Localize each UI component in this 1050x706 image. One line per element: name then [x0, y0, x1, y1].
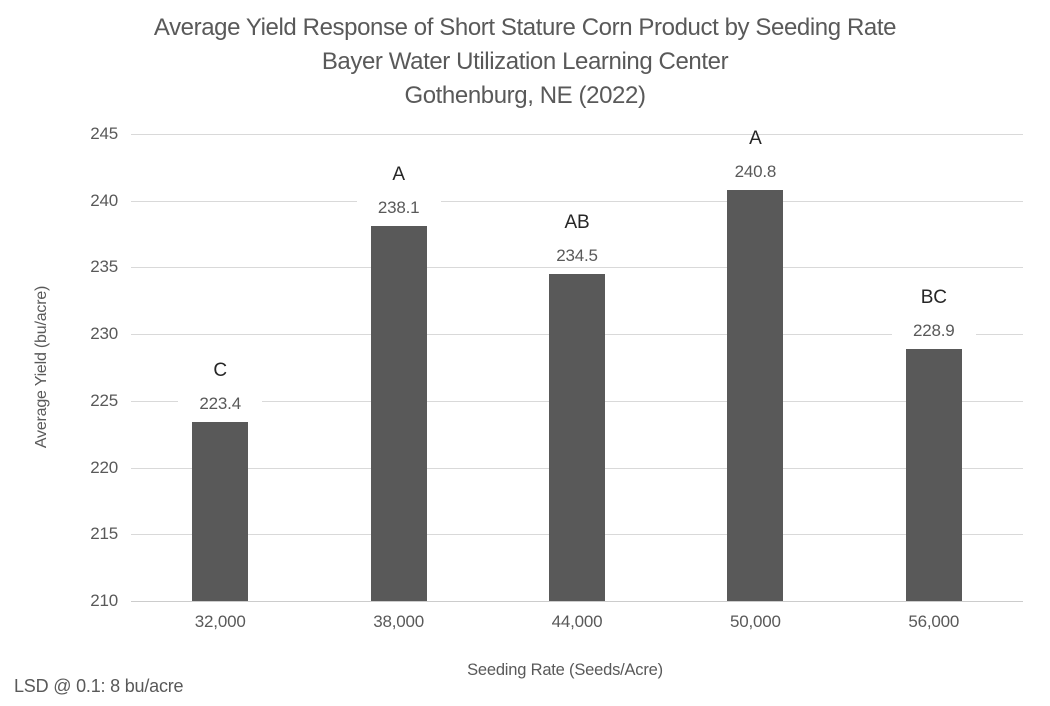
x-axis-title: Seeding Rate (Seeds/Acre): [467, 661, 663, 679]
significance-letter: C: [213, 360, 227, 382]
lsd-footnote: LSD @ 0.1: 8 bu/acre: [14, 676, 184, 696]
significance-letter: A: [749, 128, 762, 150]
bar-44000: [549, 274, 605, 601]
x-axis-line: [131, 601, 1023, 602]
bar-38000: [370, 226, 427, 601]
y-gridline: [131, 267, 1023, 268]
y-tick-label: 230: [90, 324, 118, 343]
x-tick-label: 50,000: [729, 612, 781, 631]
bar-32000: [192, 422, 249, 601]
y-tick-label: 215: [90, 524, 118, 543]
bar-value-label: 223.4: [178, 394, 263, 415]
chart-title: Average Yield Response of Short Stature …: [0, 11, 1050, 113]
y-tick-label: 245: [90, 124, 118, 143]
x-tick-label: 38,000: [373, 612, 424, 631]
bar-value-label: 238.1: [356, 198, 441, 219]
chart-title-line-2: Bayer Water Utilization Learning Center: [321, 48, 729, 75]
x-tick-label: 56,000: [908, 612, 960, 631]
y-gridline: [131, 134, 1023, 135]
chart-title-line-3: Gothenburg, NE (2022): [404, 82, 646, 109]
y-gridline: [131, 201, 1023, 202]
significance-letter: A: [392, 164, 405, 186]
y-axis-title: Average Yield (bu/acre): [33, 285, 50, 449]
chart-title-line-1: Average Yield Response of Short Stature …: [153, 14, 897, 41]
bar-50000: [727, 190, 784, 601]
y-tick-label: 220: [90, 458, 118, 477]
significance-letter: AB: [564, 212, 590, 234]
x-tick-label: 44,000: [551, 612, 603, 631]
y-tick-label: 225: [90, 391, 118, 410]
bar-value-label: 240.8: [713, 162, 798, 183]
bar-value-label: 228.9: [891, 320, 976, 341]
bar-56000: [905, 348, 962, 601]
y-tick-label: 235: [90, 257, 118, 276]
y-tick-label: 240: [90, 191, 118, 210]
x-tick-label: 32,000: [194, 612, 246, 631]
significance-letter: BC: [920, 286, 947, 308]
y-tick-label: 210: [90, 591, 118, 610]
bar-value-label: 234.5: [535, 246, 619, 267]
